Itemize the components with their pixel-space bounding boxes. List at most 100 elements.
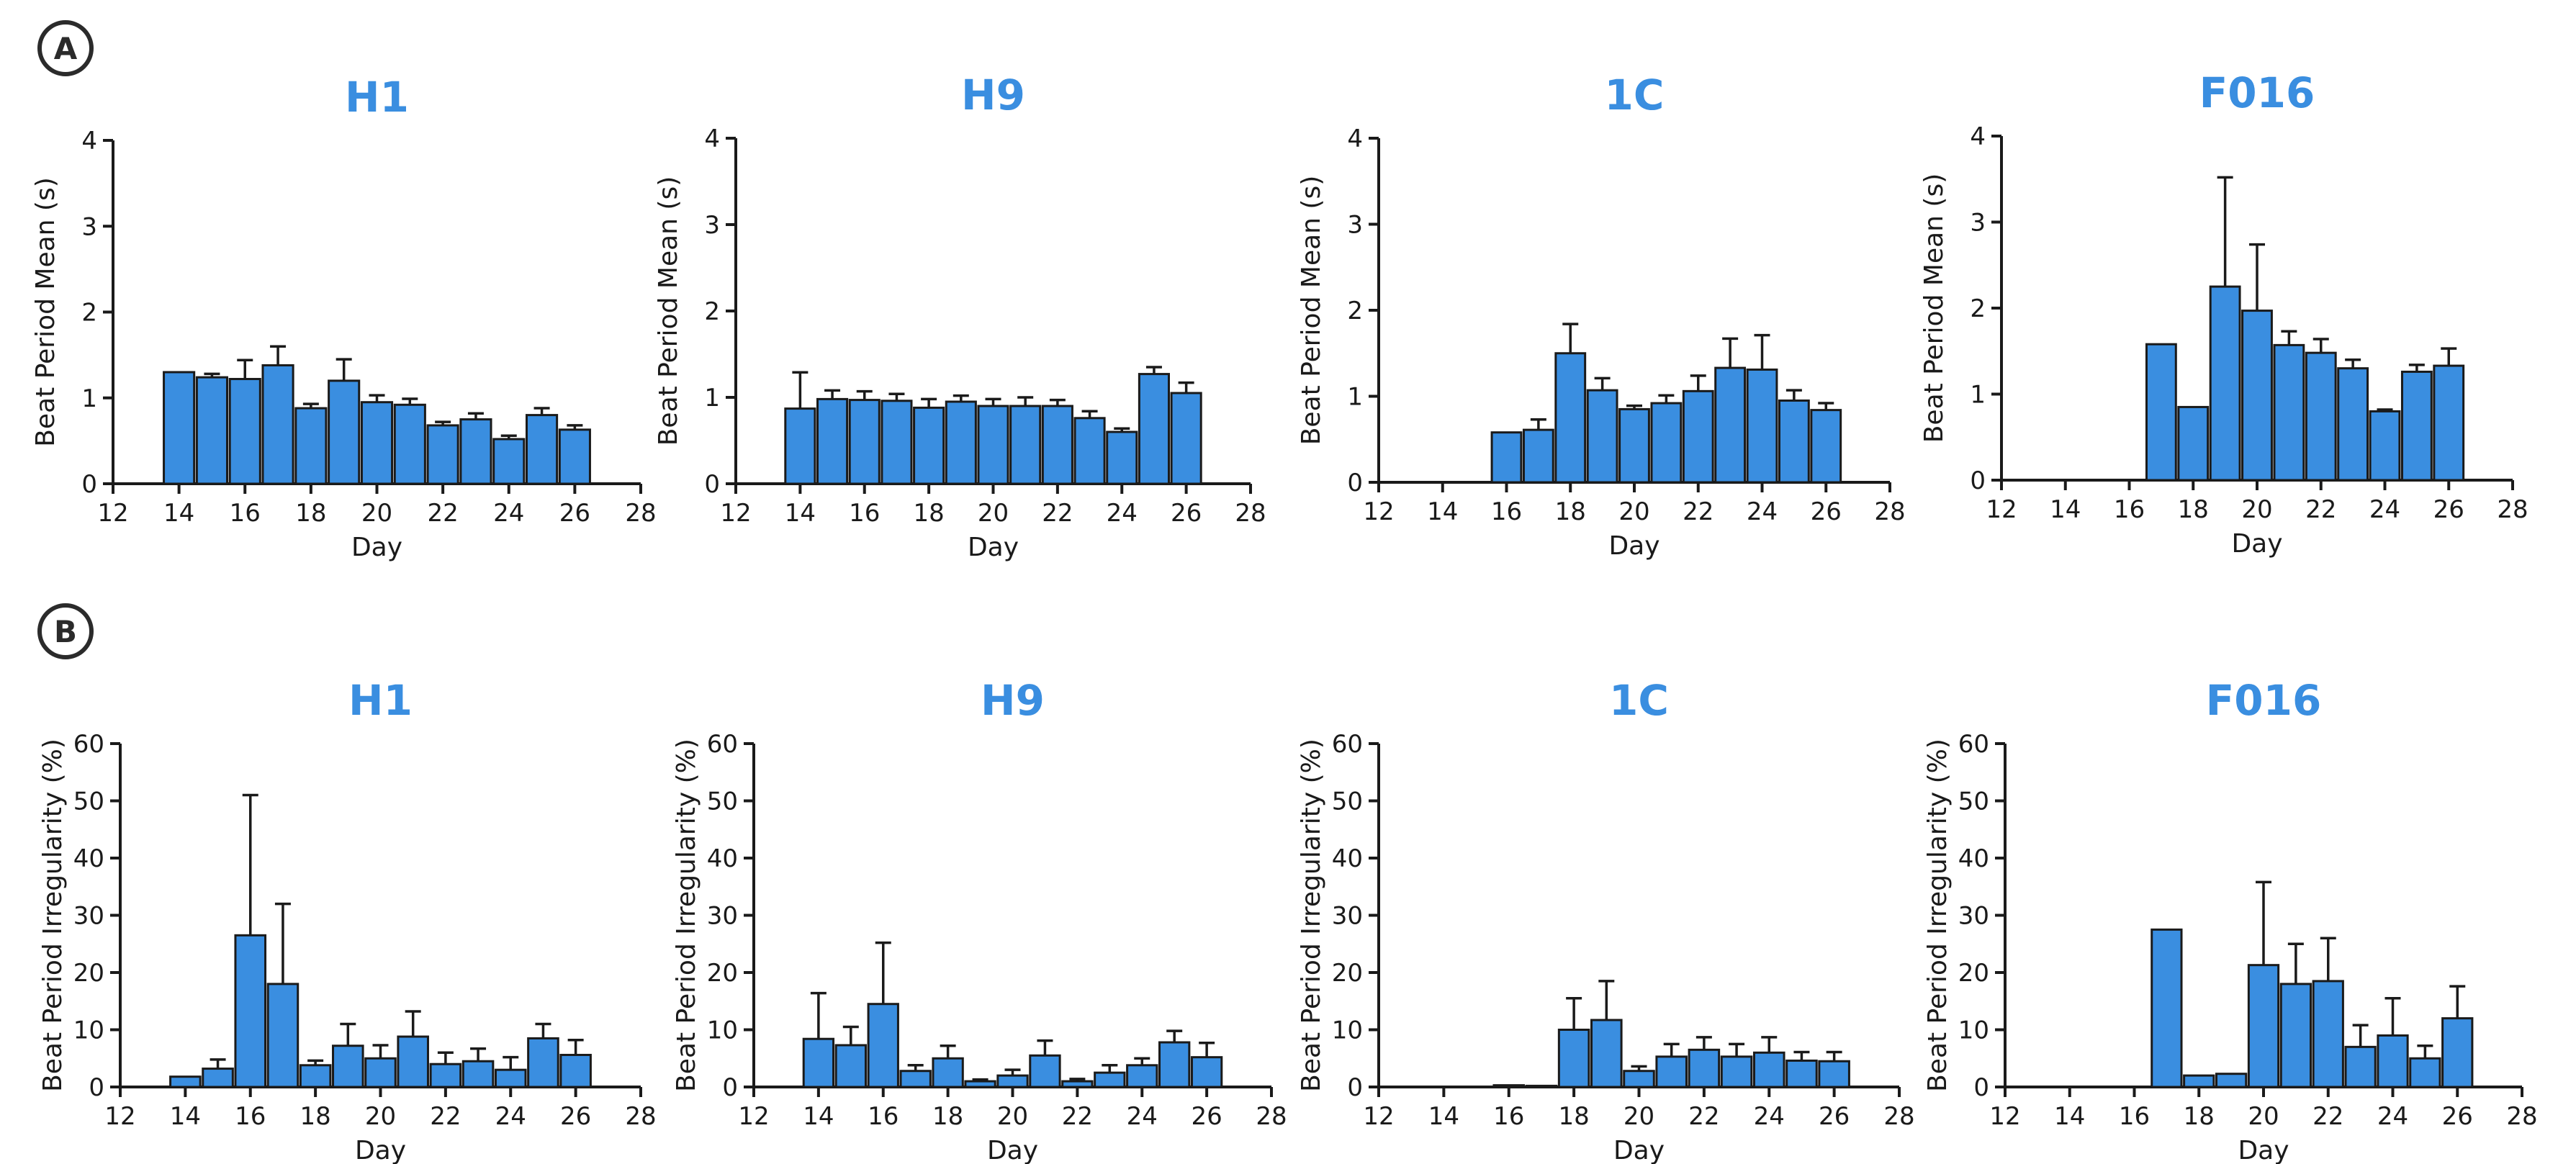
- chart-5-y-tick-label: 10: [707, 1016, 738, 1045]
- chart-6-bar: [1590, 1019, 1623, 1088]
- chart-0-bar: [558, 428, 591, 485]
- chart-5-x-tick-label: 14: [803, 1102, 834, 1131]
- chart-7-x-tick-label: 22: [2312, 1102, 2343, 1131]
- chart-1-title: H9: [961, 71, 1025, 119]
- chart-1-bar: [945, 400, 977, 485]
- chart-0-bar: [228, 378, 261, 485]
- chart-0-bar: [525, 414, 559, 485]
- chart-3-x-tick-label: 16: [2114, 495, 2145, 524]
- chart-1-x-axis-label: Day: [968, 533, 1019, 562]
- chart-3-x-tick-label: 28: [2497, 495, 2528, 524]
- chart-1-x-tick-label: 20: [978, 499, 1009, 528]
- chart-4-x-tick-label: 18: [300, 1102, 330, 1131]
- chart-6-x-tick-label: 12: [1363, 1102, 1394, 1131]
- chart-4-bar: [202, 1068, 234, 1088]
- chart-3-x-tick-label: 26: [2433, 495, 2464, 524]
- chart-7-bar: [2183, 1074, 2215, 1088]
- chart-0-x-tick-label: 24: [493, 499, 524, 528]
- chart-4-bar: [494, 1068, 527, 1088]
- chart-0-title: H1: [345, 73, 409, 122]
- chart-4-bar: [332, 1045, 364, 1088]
- chart-6-y-tick-label: 40: [1332, 844, 1363, 873]
- chart-6-x-tick-label: 24: [1754, 1102, 1785, 1131]
- chart-2-y-tick-label: 0: [1347, 469, 1363, 497]
- chart-5-y-tick-label: 30: [707, 902, 738, 931]
- chart-2-bar: [1682, 389, 1714, 484]
- chart-5-y-tick-label: 50: [707, 788, 738, 816]
- chart-2-y-tick-label: 3: [1347, 211, 1363, 240]
- chart-2-x-axis-label: Day: [1608, 531, 1659, 561]
- chart-3-x-axis-label: Day: [2231, 529, 2282, 559]
- chart-7-y-tick-label: 60: [1958, 730, 1989, 759]
- chart-7-y-tick-label: 20: [1958, 959, 1989, 988]
- chart-7-bar: [2409, 1057, 2441, 1088]
- chart-1-x-tick-label: 16: [849, 499, 880, 528]
- chart-3-bar: [2433, 364, 2465, 482]
- chart-0-bar: [459, 418, 492, 485]
- chart-5-y-tick-label: 40: [707, 844, 738, 873]
- chart-1-bar: [784, 407, 816, 485]
- chart-7-x-axis-label: Day: [2238, 1136, 2289, 1164]
- chart-2-bar: [1618, 407, 1650, 484]
- chart-2-x-tick-label: 24: [1747, 497, 1778, 526]
- chart-5-bar: [1158, 1041, 1191, 1088]
- chart-6-x-axis-label: Day: [1613, 1136, 1665, 1164]
- chart-7-x-tick-label: 14: [2054, 1102, 2085, 1131]
- chart-5-x-tick-label: 28: [1256, 1102, 1287, 1131]
- chart-1-bar: [1106, 430, 1138, 485]
- chart-4-x-tick-label: 16: [235, 1102, 266, 1131]
- chart-5-bar: [1029, 1054, 1061, 1088]
- chart-2-y-tick-label: 4: [1347, 125, 1363, 153]
- chart-7-x-tick-label: 18: [2184, 1102, 2215, 1131]
- chart-5-x-tick-label: 18: [932, 1102, 963, 1131]
- chart-2-bar: [1810, 409, 1842, 484]
- chart-7-bar: [2151, 928, 2183, 1088]
- chart-3-x-tick-label: 12: [1986, 495, 2017, 524]
- chart-0-y-tick-label: 1: [81, 384, 97, 413]
- chart-7-bar: [2247, 964, 2280, 1088]
- chart-3-x-tick-label: 18: [2178, 495, 2209, 524]
- chart-3-bar: [2400, 370, 2433, 482]
- chart-0-bar: [261, 364, 294, 485]
- chart-0-bar: [426, 424, 459, 485]
- chart-1-y-tick-label: 3: [704, 211, 720, 240]
- chart-1-bar: [1041, 405, 1073, 485]
- chart-1-x-tick-label: 12: [720, 499, 751, 528]
- chart-6-y-tick-label: 0: [1347, 1073, 1363, 1102]
- chart-5-bar: [1190, 1056, 1223, 1088]
- chart-3-bar: [2177, 405, 2210, 482]
- chart-6-x-tick-label: 16: [1493, 1102, 1524, 1131]
- chart-2-x-tick-label: 26: [1811, 497, 1842, 526]
- chart-6-y-tick-label: 50: [1332, 788, 1363, 816]
- chart-2-y-tick-label: 1: [1347, 383, 1363, 412]
- chart-1-bar: [816, 397, 849, 485]
- chart-1-bar: [848, 399, 881, 485]
- chart-6-title: 1C: [1609, 676, 1669, 725]
- chart-1-x-tick-label: 18: [913, 499, 944, 528]
- chart-1-y-tick-label: 2: [704, 297, 720, 326]
- chart-6-bar: [1623, 1070, 1655, 1088]
- chart-5-bar: [1094, 1071, 1126, 1088]
- chart-1-bar: [1073, 417, 1106, 485]
- chart-3-bar: [2209, 285, 2241, 482]
- chart-1-y-tick-label: 0: [704, 470, 720, 499]
- chart-3-bar: [2337, 367, 2369, 482]
- chart-0-y-tick-label: 0: [81, 470, 97, 499]
- chart-7-y-tick-label: 0: [1973, 1073, 1989, 1102]
- chart-0-y-axis-label: Beat Period Mean (s): [31, 177, 60, 447]
- chart-7-bar: [2377, 1034, 2409, 1088]
- chart-7-x-tick-label: 24: [2377, 1102, 2408, 1131]
- chart-0-x-tick-label: 16: [230, 499, 261, 528]
- chart-7-y-tick-label: 40: [1958, 844, 1989, 873]
- chart-5-y-axis-label: Beat Period Irregularity (%): [672, 739, 701, 1092]
- chart-0-bar: [360, 401, 394, 485]
- chart-3-x-tick-label: 14: [2050, 495, 2081, 524]
- chart-7-x-tick-label: 20: [2248, 1102, 2279, 1131]
- chart-5-y-tick-label: 0: [722, 1073, 738, 1102]
- chart-4-x-tick-label: 20: [365, 1102, 396, 1131]
- chart-5-y-tick-label: 20: [707, 959, 738, 988]
- chart-1-bar: [1009, 405, 1042, 485]
- chart-3-y-tick-label: 3: [1970, 209, 1986, 238]
- chart-0-bar: [294, 407, 328, 485]
- chart-1-y-tick-label: 1: [704, 384, 720, 412]
